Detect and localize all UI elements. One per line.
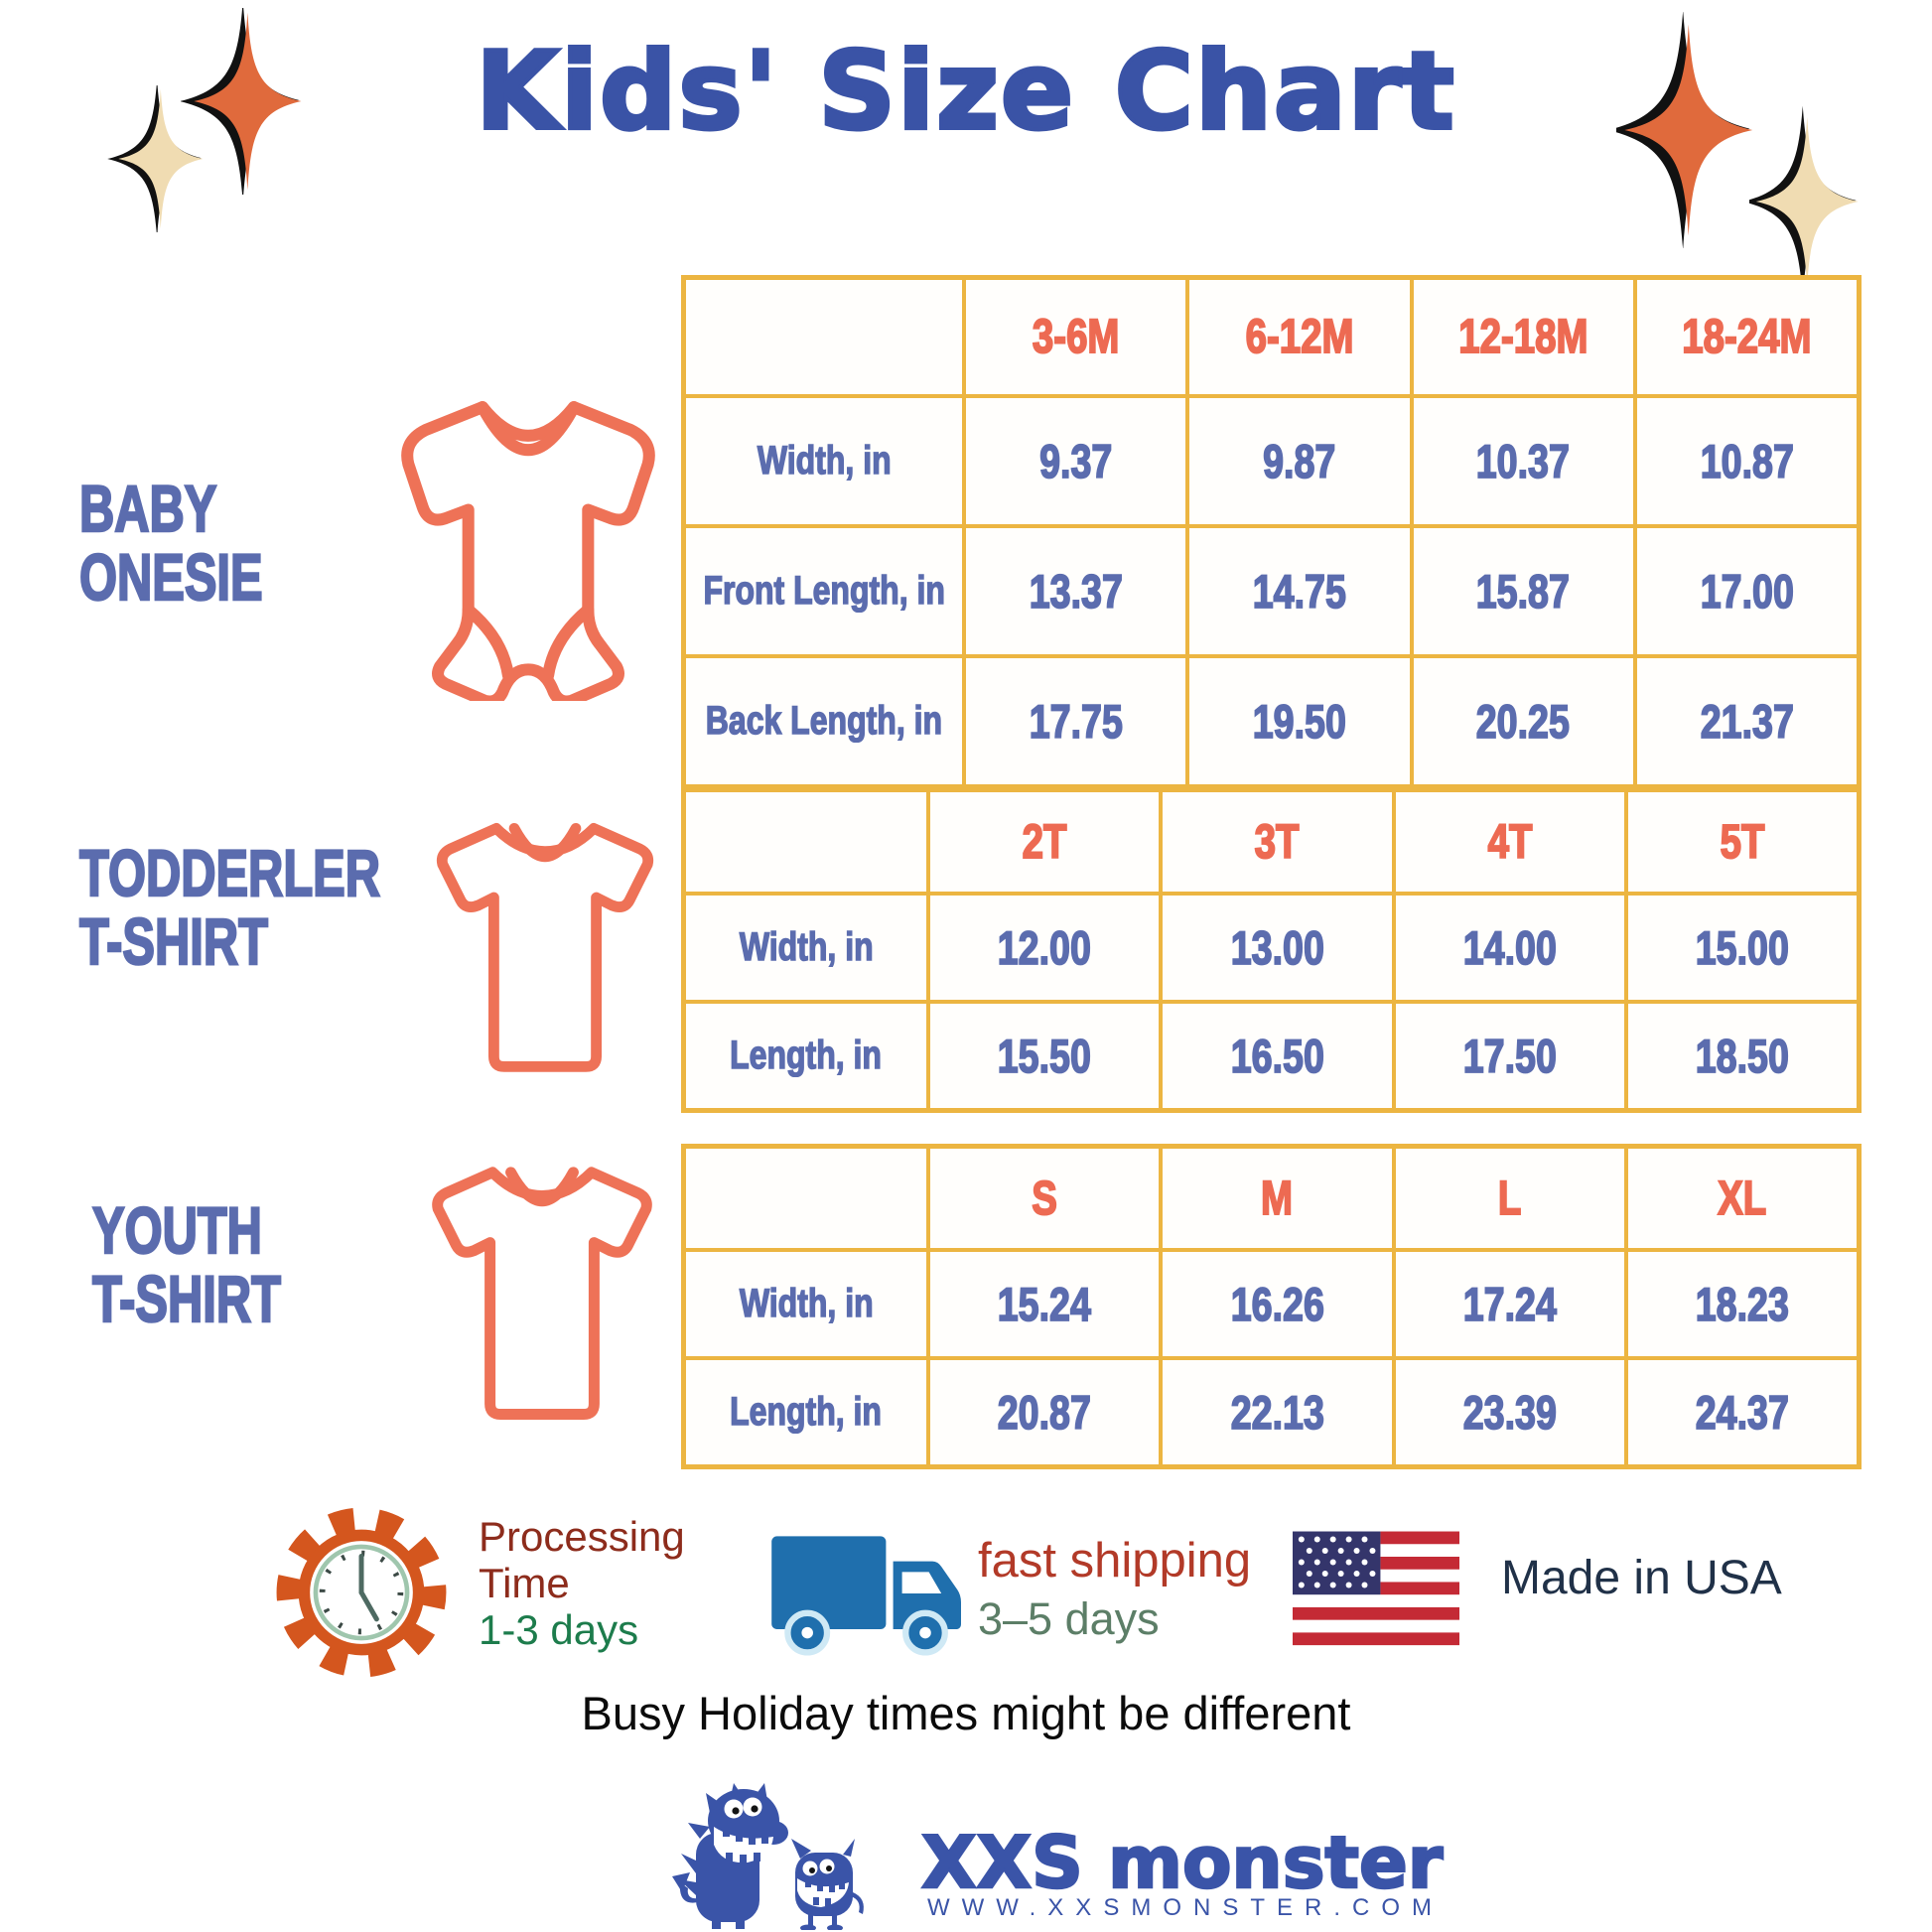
size-header: 18-24M	[1632, 280, 1857, 394]
size-value: 23.39	[1391, 1360, 1624, 1464]
table-row: Length, in 15.50 16.50 17.50 18.50	[686, 1000, 1857, 1108]
size-value: 24.37	[1623, 1360, 1857, 1464]
toddler-tshirt-table: 2T 3T 4T 5T Width, in 12.00 13.00 14.00 …	[681, 787, 1862, 1113]
made-in-usa-text: Made in USA	[1501, 1552, 1782, 1604]
sparkle-icon	[1616, 12, 1753, 248]
size-value: 15.87	[1409, 528, 1633, 654]
corner-cell	[686, 792, 926, 892]
row-label: Width, in	[739, 1281, 874, 1326]
baby-onesie-table: 3-6M 6-12M 12-18M 18-24M Width, in 9.37 …	[681, 275, 1862, 789]
size-value: 15.00	[1623, 896, 1857, 1000]
row-label: Length, in	[730, 1033, 883, 1078]
table-row: Width, in 15.24 16.26 17.24 18.23	[686, 1248, 1857, 1356]
size-value: 17.75	[962, 658, 1185, 784]
tshirt-icon	[432, 1167, 652, 1421]
size-value: 13.37	[962, 528, 1185, 654]
size-value: 22.13	[1159, 1360, 1391, 1464]
sparkle-icon	[107, 85, 204, 232]
size-header: 2T	[926, 792, 1159, 892]
size-value: 18.23	[1623, 1252, 1857, 1356]
corner-cell	[686, 1149, 926, 1248]
row-label: Front Length, in	[703, 568, 946, 614]
size-value: 18.50	[1623, 1004, 1857, 1108]
table-row: Back Length, in 17.75 19.50 20.25 21.37	[686, 654, 1857, 784]
table-header-row: S M L XL	[686, 1149, 1857, 1248]
size-value: 19.50	[1185, 658, 1409, 784]
monster-mascots-icon	[672, 1783, 864, 1930]
section-label-baby-onesie: BABY ONESIE	[78, 472, 263, 614]
size-value: 13.00	[1159, 896, 1391, 1000]
size-header: L	[1391, 1149, 1624, 1248]
size-value: 10.37	[1409, 398, 1633, 524]
size-value: 9.37	[962, 398, 1185, 524]
holiday-note: Busy Holiday times might be different	[581, 1687, 1351, 1739]
size-value: 14.00	[1391, 896, 1624, 1000]
processing-time-text: Processing Time 1-3 days	[479, 1513, 685, 1654]
size-header: 3T	[1159, 792, 1391, 892]
fast-shipping-text: fast shipping 3–5 days	[978, 1534, 1252, 1644]
tshirt-icon	[436, 823, 654, 1072]
size-header: XL	[1623, 1149, 1857, 1248]
youth-tshirt-table: S M L XL Width, in 15.24 16.26 17.24 18.…	[681, 1144, 1862, 1469]
corner-cell	[686, 280, 962, 394]
section-label-toddler-tshirt: TODDERLER T-SHIRT	[78, 836, 381, 978]
row-label: Width, in	[739, 924, 874, 970]
section-label-youth-tshirt: YOUTH T-SHIRT	[91, 1193, 282, 1335]
table-header-row: 3-6M 6-12M 12-18M 18-24M	[686, 280, 1857, 394]
brand-url: WWW.XXSMONSTER.COM	[927, 1894, 1444, 1921]
size-value: 17.50	[1391, 1004, 1624, 1108]
usa-flag-icon	[1293, 1531, 1459, 1646]
table-row: Width, in 12.00 13.00 14.00 15.00	[686, 892, 1857, 1000]
size-value: 17.00	[1632, 528, 1857, 654]
brand-name: XXS monster	[920, 1820, 1445, 1906]
page-title: Kids' Size Chart	[474, 28, 1456, 156]
table-row: Width, in 9.37 9.87 10.37 10.87	[686, 394, 1857, 524]
size-header: 12-18M	[1409, 280, 1633, 394]
size-value: 20.87	[926, 1360, 1159, 1464]
row-label: Width, in	[757, 438, 892, 483]
size-header: 6-12M	[1185, 280, 1409, 394]
size-value: 9.87	[1185, 398, 1409, 524]
table-header-row: 2T 3T 4T 5T	[686, 792, 1857, 892]
size-value: 21.37	[1632, 658, 1857, 784]
table-row: Length, in 20.87 22.13 23.39 24.37	[686, 1356, 1857, 1464]
size-header: 3-6M	[962, 280, 1185, 394]
row-label: Length, in	[730, 1389, 883, 1435]
size-value: 14.75	[1185, 528, 1409, 654]
size-value: 20.25	[1409, 658, 1633, 784]
size-header: 5T	[1623, 792, 1857, 892]
table-row: Front Length, in 13.37 14.75 15.87 17.00	[686, 524, 1857, 654]
shipping-truck-icon	[771, 1536, 961, 1656]
size-header: 4T	[1391, 792, 1624, 892]
size-header: M	[1159, 1149, 1391, 1248]
baby-onesie-icon	[401, 401, 655, 701]
size-value: 16.50	[1159, 1004, 1391, 1108]
sparkle-icon	[181, 8, 302, 195]
sparkle-icon	[1749, 105, 1859, 298]
processing-time-icon	[276, 1507, 447, 1678]
size-value: 12.00	[926, 896, 1159, 1000]
size-header: S	[926, 1149, 1159, 1248]
size-value: 15.50	[926, 1004, 1159, 1108]
row-label: Back Length, in	[705, 698, 943, 744]
size-value: 17.24	[1391, 1252, 1624, 1356]
size-value: 10.87	[1632, 398, 1857, 524]
size-value: 16.26	[1159, 1252, 1391, 1356]
size-value: 15.24	[926, 1252, 1159, 1356]
